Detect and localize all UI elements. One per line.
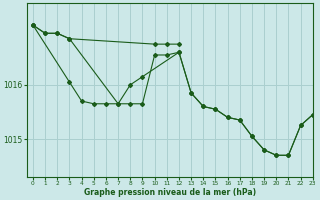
X-axis label: Graphe pression niveau de la mer (hPa): Graphe pression niveau de la mer (hPa) xyxy=(84,188,256,197)
